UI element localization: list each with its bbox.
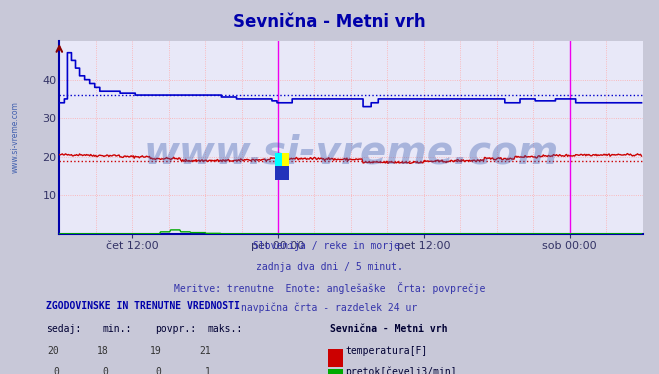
Text: 18: 18 bbox=[97, 346, 109, 356]
Bar bbox=[275, 166, 289, 180]
Text: maks.:: maks.: bbox=[208, 324, 243, 334]
Text: Slovenija / reke in morje.: Slovenija / reke in morje. bbox=[253, 241, 406, 251]
Text: 0: 0 bbox=[53, 367, 59, 374]
Text: 20: 20 bbox=[47, 346, 59, 356]
Text: povpr.:: povpr.: bbox=[155, 324, 196, 334]
Text: 19: 19 bbox=[150, 346, 161, 356]
Text: zadnja dva dni / 5 minut.: zadnja dva dni / 5 minut. bbox=[256, 262, 403, 272]
Text: Sevnična - Metni vrh: Sevnična - Metni vrh bbox=[233, 13, 426, 31]
Text: 0: 0 bbox=[103, 367, 109, 374]
Text: 0: 0 bbox=[156, 367, 161, 374]
Text: www.si-vreme.com: www.si-vreme.com bbox=[143, 134, 559, 172]
Text: Meritve: trenutne  Enote: anglešaške  Črta: povprečje: Meritve: trenutne Enote: anglešaške Črta… bbox=[174, 282, 485, 294]
Text: ZGODOVINSKE IN TRENUTNE VREDNOSTI: ZGODOVINSKE IN TRENUTNE VREDNOSTI bbox=[46, 301, 240, 311]
Text: sedaj:: sedaj: bbox=[46, 324, 81, 334]
Text: 21: 21 bbox=[199, 346, 211, 356]
Bar bbox=[282, 153, 289, 166]
Text: temperatura[F]: temperatura[F] bbox=[345, 346, 428, 356]
Text: 1: 1 bbox=[205, 367, 211, 374]
Bar bbox=[275, 153, 282, 166]
Text: Sevnična - Metni vrh: Sevnična - Metni vrh bbox=[330, 324, 447, 334]
Text: min.:: min.: bbox=[102, 324, 132, 334]
Text: navpična črta - razdelek 24 ur: navpična črta - razdelek 24 ur bbox=[241, 303, 418, 313]
Text: pretok[čevelj3/min]: pretok[čevelj3/min] bbox=[345, 367, 457, 374]
Text: www.si-vreme.com: www.si-vreme.com bbox=[11, 101, 20, 174]
